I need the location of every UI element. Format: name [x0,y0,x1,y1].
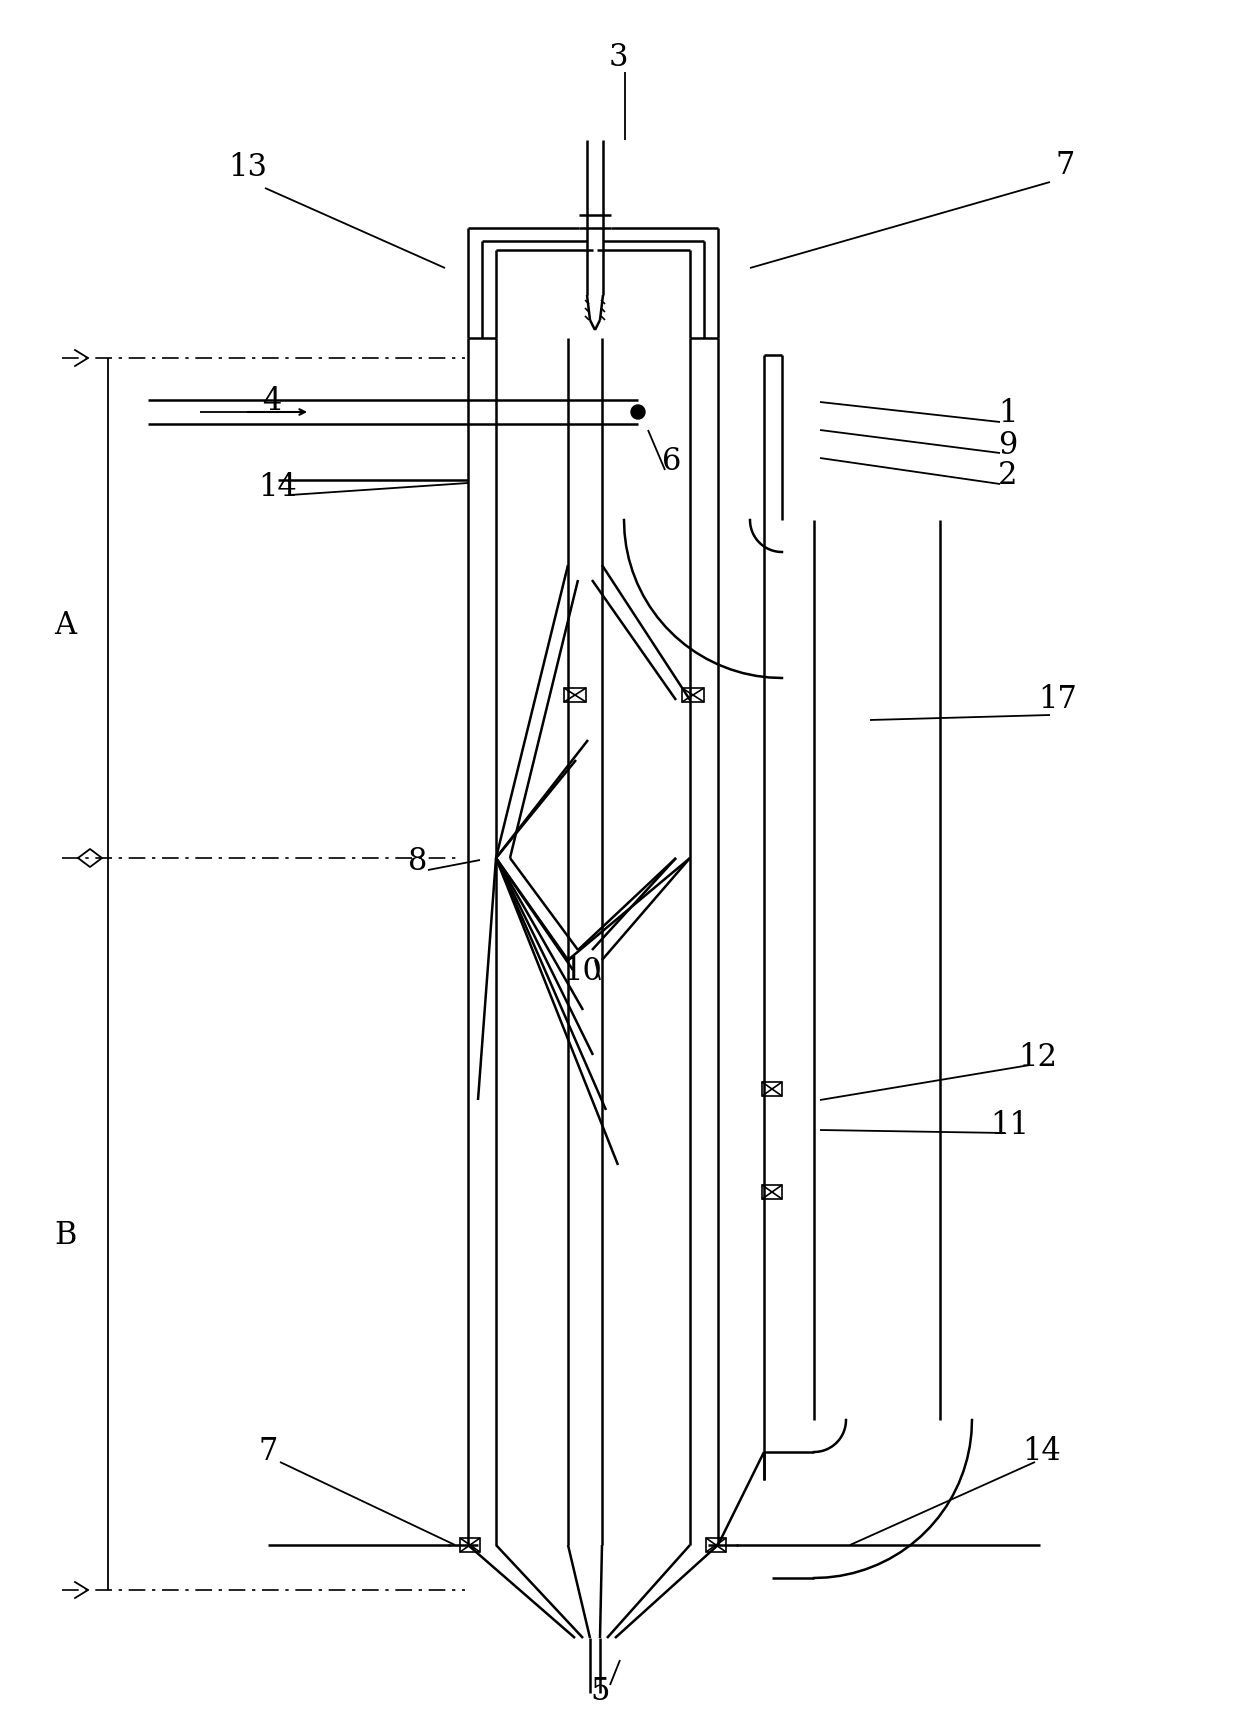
Bar [460,1538,480,1552]
Bar [706,1538,725,1552]
Bar [682,687,704,701]
Text: B: B [53,1219,76,1250]
Text: 14: 14 [1023,1436,1061,1467]
Text: 3: 3 [609,42,627,73]
Text: 13: 13 [228,153,268,184]
Bar [763,1082,782,1095]
Text: 10: 10 [563,957,603,988]
Bar [763,1186,782,1200]
Text: 17: 17 [1039,684,1078,715]
Text: 14: 14 [259,472,298,503]
Text: 1: 1 [998,399,1018,429]
Text: 4: 4 [263,387,281,417]
Text: 7: 7 [258,1436,278,1467]
Text: 11: 11 [991,1109,1029,1141]
Text: 2: 2 [998,460,1018,491]
Text: 5: 5 [590,1677,610,1708]
Text: 7: 7 [1055,149,1075,181]
Text: 8: 8 [408,847,428,877]
Text: A: A [53,609,76,641]
Text: 12: 12 [1018,1043,1058,1073]
Text: 6: 6 [662,446,682,477]
Circle shape [631,404,645,418]
Text: 9: 9 [998,429,1018,460]
Bar [564,687,587,701]
